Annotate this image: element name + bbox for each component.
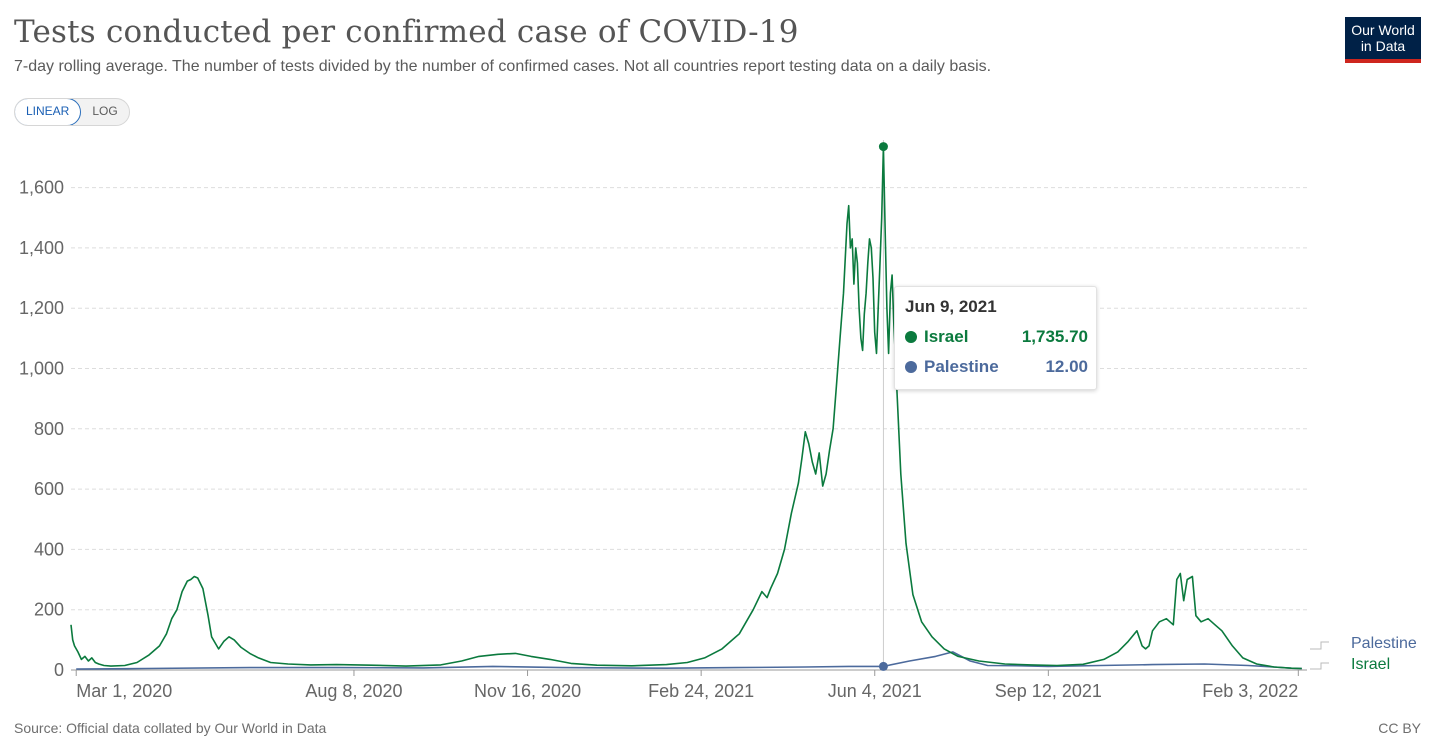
x-tick-label: Aug 8, 2020 bbox=[305, 681, 402, 701]
hover-marker-israel bbox=[878, 142, 888, 152]
end-label-connector bbox=[1310, 641, 1329, 650]
tooltip-row-israel: Israel 1,735.70 bbox=[905, 327, 1088, 347]
y-tick-label: 1,200 bbox=[19, 298, 64, 318]
series-end-label: Israel bbox=[1351, 656, 1390, 673]
tooltip-date: Jun 9, 2021 bbox=[905, 297, 997, 316]
series-line-israel bbox=[70, 145, 1302, 670]
tooltip-series-value: 1,735.70 bbox=[1021, 327, 1088, 346]
tooltip-series-name: Israel bbox=[924, 327, 969, 346]
y-tick-label: 400 bbox=[34, 539, 64, 559]
logo-line-2: in Data bbox=[1360, 38, 1406, 54]
log-scale-button[interactable]: LOG bbox=[92, 104, 118, 118]
license-link[interactable]: CC BY bbox=[1378, 720, 1421, 736]
y-tick-label: 800 bbox=[34, 419, 64, 439]
y-tick-label: 1,600 bbox=[19, 178, 64, 198]
tooltip-series-value: 12.00 bbox=[1045, 357, 1088, 376]
series-end-label: Palestine bbox=[1351, 635, 1417, 652]
y-tick-label: 1,400 bbox=[19, 238, 64, 258]
x-tick-label: Feb 24, 2021 bbox=[648, 681, 754, 701]
owid-logo[interactable]: Our World in Data bbox=[1345, 17, 1421, 63]
tooltip-series-name: Palestine bbox=[924, 357, 999, 376]
israel-dot-icon bbox=[905, 331, 917, 343]
x-tick-label: Mar 1, 2020 bbox=[76, 681, 172, 701]
scale-toggle: LINEAR LOG bbox=[14, 98, 130, 126]
x-tick-label: Nov 16, 2020 bbox=[474, 681, 581, 701]
x-tick-label: Feb 3, 2022 bbox=[1202, 681, 1298, 701]
linear-scale-button[interactable]: LINEAR bbox=[14, 99, 82, 125]
logo-line-1: Our World bbox=[1351, 22, 1415, 38]
series-line-palestine bbox=[76, 651, 1302, 670]
y-tick-label: 0 bbox=[54, 660, 64, 680]
source-note: Source: Official data collated by Our Wo… bbox=[14, 720, 327, 736]
y-tick-label: 1,000 bbox=[19, 359, 64, 379]
hover-tooltip: Jun 9, 2021 Israel 1,735.70 Palestine 12… bbox=[894, 286, 1097, 390]
y-tick-label: 200 bbox=[34, 600, 64, 620]
hover-marker-palestine bbox=[878, 661, 888, 671]
end-label-connector bbox=[1310, 662, 1329, 670]
x-tick-label: Jun 4, 2021 bbox=[828, 681, 922, 701]
palestine-dot-icon bbox=[905, 361, 917, 373]
chart-subtitle: 7-day rolling average. The number of tes… bbox=[14, 58, 992, 75]
x-tick-label: Sep 12, 2021 bbox=[995, 681, 1102, 701]
chart-title: Tests conducted per confirmed case of CO… bbox=[14, 14, 799, 50]
tooltip-row-palestine: Palestine 12.00 bbox=[905, 357, 1088, 377]
y-tick-label: 600 bbox=[34, 479, 64, 499]
